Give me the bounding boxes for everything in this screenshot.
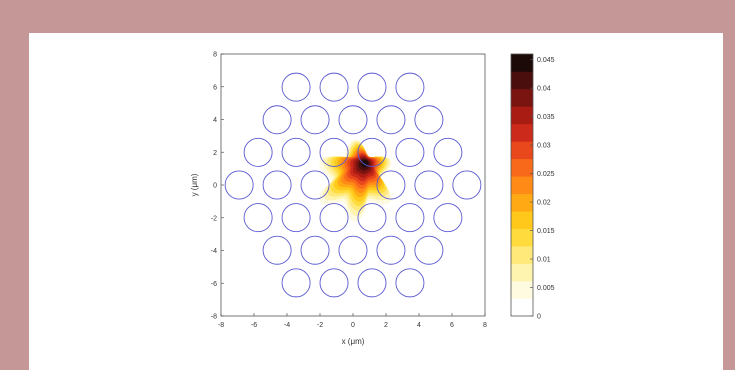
colorbar-swatch bbox=[511, 71, 533, 90]
air-hole bbox=[224, 170, 254, 200]
plot-area: -8 -6 -4 -2 0 2 4 6 8 -8 -6 -4 -2 0 2 4 6 8 x (μm) y (μm… bbox=[190, 52, 487, 347]
y-tick-label: 4 bbox=[213, 117, 217, 124]
colorbar-swatch bbox=[511, 158, 533, 177]
colorbar-tick-label: 0.005 bbox=[537, 285, 555, 292]
x-tick-label: -6 bbox=[251, 322, 257, 329]
colorbar-frame bbox=[510, 53, 534, 317]
x-axis-label: x (μm) bbox=[342, 337, 365, 346]
colorbar-swatch bbox=[511, 246, 533, 264]
colorbar-swatch bbox=[511, 193, 533, 212]
y-axis-label: y (μm) bbox=[190, 173, 199, 196]
colorbar-tick-label: 0.01 bbox=[537, 257, 551, 264]
y-tick-label: -2 bbox=[211, 215, 217, 222]
air-hole bbox=[319, 137, 349, 167]
colorbar-swatch bbox=[511, 141, 533, 160]
figure-panel: -8 -6 -4 -2 0 2 4 6 8 -8 -6 -4 -2 0 2 4 6 8 x (μm) y (μm… bbox=[29, 33, 723, 370]
x-tick-label: -8 bbox=[218, 322, 224, 329]
colorbar-ticks: 0.045 0.04 0.035 0.03 0.025 0.02 0.015 0.01 0.00… bbox=[530, 57, 555, 321]
air-hole bbox=[319, 72, 349, 102]
colorbar-swatch bbox=[511, 263, 533, 282]
air-hole bbox=[357, 137, 387, 167]
air-hole bbox=[243, 137, 273, 167]
mode-field-level bbox=[360, 160, 369, 168]
air-hole bbox=[262, 235, 292, 265]
air-hole bbox=[338, 105, 368, 135]
air-hole bbox=[376, 105, 406, 135]
air-hole bbox=[357, 268, 387, 298]
air-hole bbox=[281, 72, 311, 102]
y-tick-label: -4 bbox=[211, 248, 217, 255]
y-tick-label: 6 bbox=[213, 84, 217, 91]
colorbar-swatch bbox=[511, 123, 533, 142]
y-tick-label: 0 bbox=[213, 183, 217, 190]
y-tick-label: -6 bbox=[211, 281, 217, 288]
colorbar-swatches bbox=[511, 54, 533, 317]
air-hole bbox=[300, 235, 330, 265]
air-hole bbox=[395, 203, 425, 233]
air-hole bbox=[319, 268, 349, 298]
colorbar-swatch bbox=[511, 281, 533, 299]
air-hole bbox=[357, 72, 387, 102]
y-tick-label: -8 bbox=[211, 314, 217, 321]
mode-field-figure: -8 -6 -4 -2 0 2 4 6 8 -8 -6 -4 -2 0 2 4 6 8 x (μm) y (μm… bbox=[190, 52, 555, 347]
colorbar-tick-label: 0.035 bbox=[537, 114, 555, 121]
y-tick-label: 8 bbox=[213, 52, 217, 59]
air-hole bbox=[262, 105, 292, 135]
x-axis-ticks: -8 -6 -4 -2 0 2 4 6 8 bbox=[218, 313, 487, 329]
x-tick-label: 0 bbox=[351, 322, 355, 329]
air-hole bbox=[300, 105, 330, 135]
air-hole bbox=[452, 170, 482, 200]
colorbar-swatch bbox=[511, 228, 533, 247]
air-hole bbox=[281, 268, 311, 298]
air-hole bbox=[376, 170, 406, 200]
x-tick-label: -2 bbox=[317, 322, 323, 329]
x-tick-label: 8 bbox=[483, 322, 487, 329]
colorbar-tick-label: 0.03 bbox=[537, 143, 551, 150]
air-hole bbox=[319, 203, 349, 233]
colorbar-swatch bbox=[511, 54, 533, 72]
mode-field-contours bbox=[319, 139, 392, 222]
air-hole bbox=[281, 203, 311, 233]
air-hole bbox=[414, 170, 444, 200]
air-hole bbox=[243, 203, 273, 233]
x-tick-label: 4 bbox=[417, 322, 421, 329]
colorbar-swatch bbox=[511, 176, 533, 195]
air-hole bbox=[433, 137, 463, 167]
air-hole bbox=[357, 203, 387, 233]
air-hole bbox=[262, 170, 292, 200]
air-hole bbox=[414, 235, 444, 265]
y-axis-ticks: -8 -6 -4 -2 0 2 4 6 8 bbox=[211, 52, 224, 321]
colorbar-swatch bbox=[511, 88, 533, 107]
air-hole bbox=[395, 268, 425, 298]
air-hole bbox=[414, 105, 444, 135]
x-tick-label: 6 bbox=[450, 322, 454, 329]
colorbar-swatch bbox=[511, 298, 533, 317]
colorbar-tick-label: 0.025 bbox=[537, 171, 555, 178]
colorbar-tick-label: 0.045 bbox=[537, 57, 555, 64]
y-tick-label: 2 bbox=[213, 150, 217, 157]
air-hole bbox=[281, 137, 311, 167]
air-hole bbox=[433, 203, 463, 233]
air-hole bbox=[338, 235, 368, 265]
colorbar-swatch bbox=[511, 106, 533, 125]
air-hole bbox=[395, 137, 425, 167]
colorbar-tick-label: 0.02 bbox=[537, 200, 551, 207]
air-hole bbox=[300, 170, 330, 200]
colorbar-tick-label: 0.04 bbox=[537, 86, 551, 93]
air-hole bbox=[376, 235, 406, 265]
colorbar-tick-label: 0.015 bbox=[537, 228, 555, 235]
air-hole bbox=[395, 72, 425, 102]
colorbar-swatch bbox=[511, 211, 533, 229]
colorbar: 0.045 0.04 0.035 0.03 0.025 0.02 0.015 0.01 0.00… bbox=[510, 53, 555, 321]
air-hole-lattice bbox=[224, 72, 482, 298]
x-tick-label: 2 bbox=[384, 322, 388, 329]
colorbar-tick-label: 0 bbox=[537, 314, 541, 321]
x-tick-label: -4 bbox=[284, 322, 290, 329]
